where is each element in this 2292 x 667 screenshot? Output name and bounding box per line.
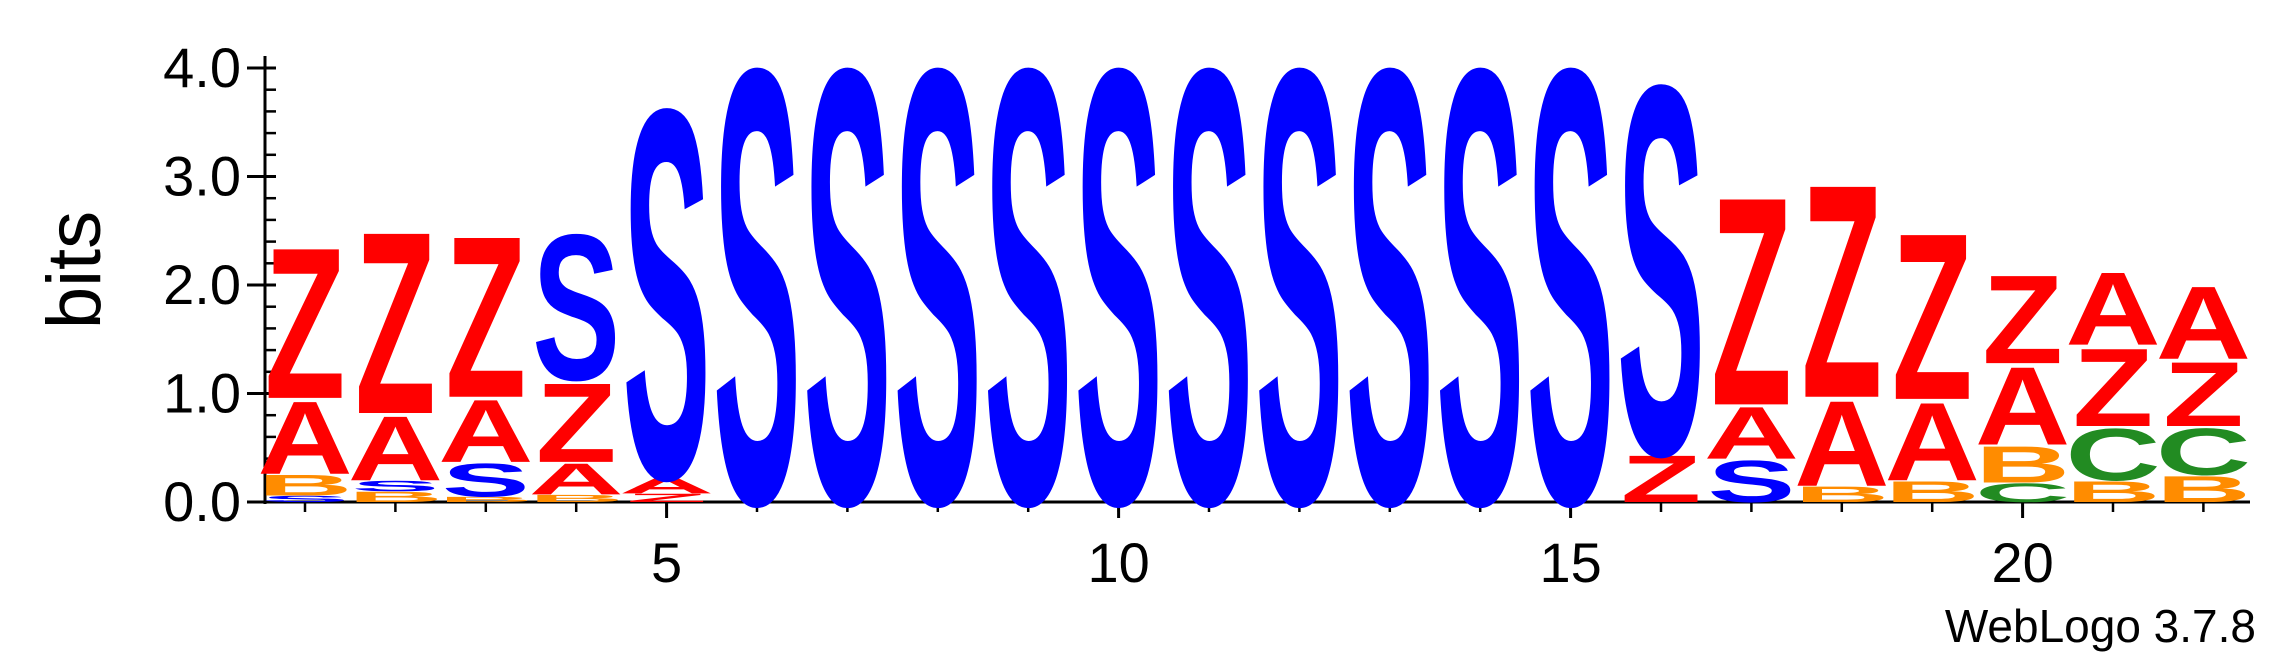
logo-letter-A: A	[529, 454, 624, 504]
logo-letter-S: S	[1255, 0, 1343, 635]
logo-letter-Z: Z	[2073, 325, 2154, 450]
y-tick-label: 4.0	[163, 36, 241, 99]
logo-letter-S: S	[623, 0, 711, 590]
logo-letter-Z: Z	[1711, 135, 1792, 467]
y-tick-label: 0.0	[163, 470, 241, 533]
logo-letter-Z: Z	[1892, 184, 1973, 450]
logo-letter-S: S	[1707, 448, 1795, 515]
logo-letter-S: S	[1075, 0, 1163, 635]
logo-letter-Z: Z	[265, 202, 346, 443]
logo-letter-S: S	[1165, 0, 1253, 635]
y-tick-label: 2.0	[163, 253, 241, 316]
logo-letter-Z: Z	[626, 491, 707, 504]
y-tick-label: 3.0	[163, 145, 241, 208]
logo-letter-C: C	[2156, 415, 2251, 490]
logo-letter-S: S	[351, 478, 439, 495]
logo-letter-S: S	[442, 454, 530, 507]
logo-letter-S: S	[261, 494, 349, 504]
x-tick-label: 15	[1539, 531, 1601, 594]
logo-letter-Z: Z	[1802, 120, 1883, 461]
logo-letter-S: S	[984, 0, 1072, 635]
logo-letter-A: A	[348, 398, 443, 501]
logo-letter-Z: Z	[2163, 343, 2244, 446]
logo-letter-Z: Z	[536, 361, 617, 487]
logo-letter-A: A	[438, 381, 533, 481]
logo-letter-C: C	[2065, 413, 2160, 496]
logo-letter-Z: Z	[1621, 442, 1702, 517]
logo-letter-S: S	[1527, 0, 1615, 635]
logo-letter-A: A	[619, 473, 714, 498]
logo-letter-A: A	[1794, 375, 1889, 511]
logo-letter-A: A	[1975, 343, 2070, 468]
logo-letter-B: B	[257, 469, 352, 502]
logo-letter-A: A	[257, 380, 352, 497]
x-tick-label: 10	[1087, 531, 1149, 594]
logo-letter-B: B	[1794, 482, 1889, 507]
x-axis: 5 10 15 20	[265, 500, 2250, 594]
logo-letter-B: B	[1885, 475, 1980, 508]
logo-letter-S: S	[1436, 0, 1524, 635]
logo-letter-S: S	[713, 0, 801, 635]
logo-letter-Z: Z	[446, 188, 527, 446]
x-tick-label: 20	[1991, 531, 2053, 594]
logo-letter-Z: Z	[355, 177, 436, 468]
logo-letter-A: A	[1885, 379, 1980, 504]
logo-letter-B: B	[2156, 468, 2251, 510]
logo-letter-C: C	[1975, 478, 2070, 508]
logo-letter-A: A	[1704, 391, 1799, 474]
logo-letter-Z: Z	[1982, 250, 2063, 391]
logo-letter-S: S	[532, 191, 620, 424]
logo-letter-A: A	[2065, 251, 2160, 368]
logo-letter-B: B	[2065, 475, 2160, 508]
logo-letter-B: B	[348, 489, 443, 506]
y-axis-label: bits	[32, 211, 117, 329]
weblogo-version-label: WebLogo 3.7.8	[1944, 600, 2256, 652]
logo-letter-B: B	[529, 493, 624, 505]
logo-letter-S: S	[894, 0, 982, 635]
x-tick-label: 5	[651, 531, 682, 594]
logo-letter-A: A	[2156, 265, 2251, 382]
logo-letter-S: S	[1346, 0, 1434, 635]
logo-letter-B: B	[1975, 436, 2070, 494]
logo-letter-S: S	[803, 0, 891, 635]
logo-letter-B: B	[438, 495, 533, 503]
y-tick-label: 1.0	[163, 362, 241, 425]
logo-letter-S: S	[1617, 0, 1705, 566]
